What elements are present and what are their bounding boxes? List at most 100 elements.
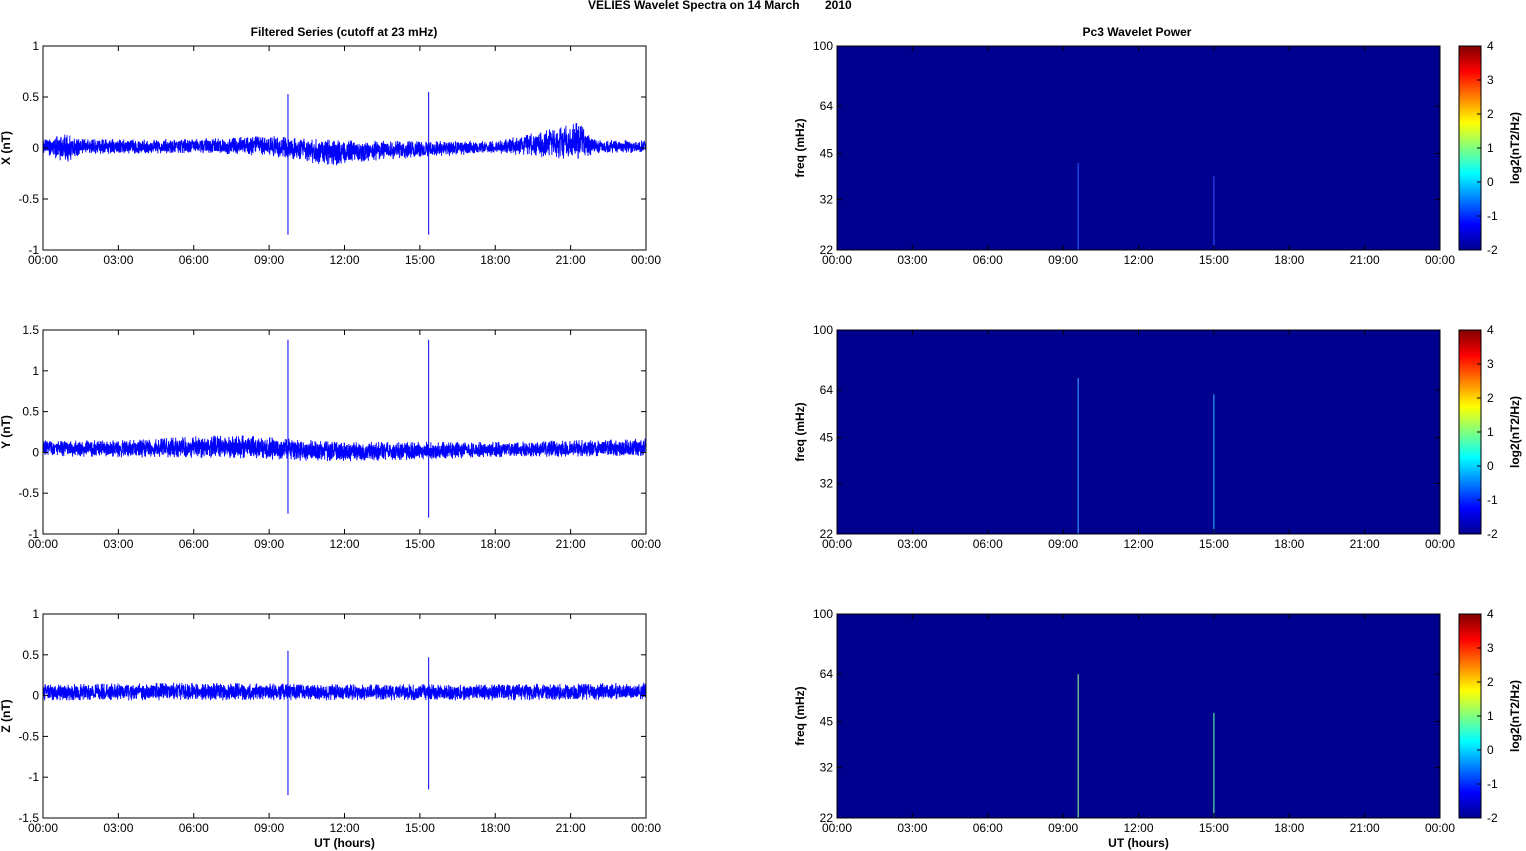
- y-tick-label: 0: [32, 689, 39, 703]
- x-tick-label: 12:00: [329, 821, 359, 835]
- colorbar-tick-label: -2: [1487, 811, 1498, 825]
- colorbar-tick-label: 2: [1487, 107, 1494, 121]
- colorbar-label: log2(nT2/Hz): [1508, 112, 1522, 184]
- colorbar-tick-label: 0: [1487, 175, 1494, 189]
- x-tick-label: 00:00: [28, 537, 58, 551]
- power-background: [837, 46, 1440, 250]
- colorbar: 4 3 2 1 0 -1 -2 log2(nT2/Hz): [1458, 323, 1522, 541]
- y-tick-label: 100: [813, 607, 833, 621]
- series-trace: [42, 435, 647, 462]
- y-tick-label: 32: [820, 193, 834, 207]
- x-tick-label: 00:00: [822, 821, 852, 835]
- panels: 1 0.5 0 -0.5 -1 X (nT) 00:00 03:00 06:00 09:00 12:…: [0, 39, 1522, 850]
- x-tick-label: 06:00: [973, 537, 1003, 551]
- y-tick-label: 0.5: [22, 648, 39, 662]
- x-tick-label: 21:00: [1350, 821, 1380, 835]
- figure-title: VELIES Wavelet Spectra on 14 March: [588, 0, 800, 12]
- x-tick-label: 06:00: [179, 537, 209, 551]
- x-tick-label: 03:00: [897, 253, 927, 267]
- colorbar: 4 3 2 1 0 -1 -2 log2(nT2/Hz): [1458, 39, 1522, 257]
- y-tick-label: -1: [28, 243, 39, 257]
- y-tick-label: 0.5: [22, 90, 39, 104]
- x-tick-label: 00:00: [631, 537, 661, 551]
- x-tick-label: 03:00: [103, 253, 133, 267]
- x-tick-label: 00:00: [822, 537, 852, 551]
- colorbar-tick-label: 1: [1487, 709, 1494, 723]
- x-tick-label: 15:00: [405, 253, 435, 267]
- x-tick-label: 03:00: [103, 821, 133, 835]
- y-axis-label: freq (mHz): [793, 686, 807, 745]
- colorbar-tick-label: 0: [1487, 743, 1494, 757]
- y-tick-label: 32: [820, 761, 834, 775]
- x-tick-label: 21:00: [1350, 537, 1380, 551]
- colorbar-tick-label: 1: [1487, 141, 1494, 155]
- y-tick-label: 1: [32, 607, 39, 621]
- x-tick-label: 18:00: [480, 821, 510, 835]
- colorbar-tick-label: 3: [1487, 357, 1494, 371]
- x-tick-label: 03:00: [897, 821, 927, 835]
- power-background: [837, 330, 1440, 534]
- colorbar-tick-label: 4: [1487, 323, 1494, 337]
- y-tick-label: -0.5: [18, 192, 39, 206]
- colorbar-tick-label: 2: [1487, 675, 1494, 689]
- colorbar-tick-label: -2: [1487, 243, 1498, 257]
- x-tick-label: 00:00: [1425, 537, 1455, 551]
- y-tick-label: 1: [32, 39, 39, 53]
- x-tick-label: 12:00: [329, 253, 359, 267]
- x-tick-label: 15:00: [1199, 537, 1229, 551]
- figure-title-year: 2010: [825, 0, 852, 12]
- x-tick-label: 06:00: [179, 253, 209, 267]
- colorbar-tick-label: 4: [1487, 607, 1494, 621]
- x-tick-label: 18:00: [1274, 821, 1304, 835]
- line-panel-2: 1 0.5 0 -0.5 -1 -1.5 Z (nT) 00:00 03:00 06:00 09:0…: [0, 607, 661, 850]
- x-tick-label: 18:00: [480, 253, 510, 267]
- x-axis-label: UT (hours): [1108, 836, 1169, 850]
- y-tick-label: 0: [32, 141, 39, 155]
- x-tick-label: 18:00: [480, 537, 510, 551]
- power-background: [837, 614, 1440, 818]
- x-tick-label: 21:00: [556, 537, 586, 551]
- y-tick-label: 100: [813, 39, 833, 53]
- series-trace: [42, 123, 647, 166]
- y-tick-label: 0.5: [22, 405, 39, 419]
- x-tick-label: 12:00: [1123, 253, 1153, 267]
- colorbar-tick-label: 4: [1487, 39, 1494, 53]
- x-tick-label: 12:00: [1123, 537, 1153, 551]
- colorbar-tick-label: -1: [1487, 777, 1498, 791]
- x-tick-label: 15:00: [1199, 253, 1229, 267]
- y-axis-label: X (nT): [0, 131, 13, 165]
- plot-area: [43, 330, 646, 534]
- y-axis-label: freq (mHz): [793, 402, 807, 461]
- x-tick-label: 12:00: [1123, 821, 1153, 835]
- y-tick-label: -1: [28, 527, 39, 541]
- right-column-title: Pc3 Wavelet Power: [1083, 25, 1192, 39]
- x-tick-label: 15:00: [405, 821, 435, 835]
- y-tick-label: 1: [32, 364, 39, 378]
- x-tick-label: 09:00: [254, 253, 284, 267]
- colorbar-tick-label: 3: [1487, 73, 1494, 87]
- x-tick-label: 06:00: [179, 821, 209, 835]
- colorbar: 4 3 2 1 0 -1 -2 log2(nT2/Hz): [1458, 607, 1522, 825]
- x-tick-label: 09:00: [1048, 537, 1078, 551]
- x-tick-label: 00:00: [1425, 821, 1455, 835]
- y-tick-label: 100: [813, 323, 833, 337]
- x-tick-label: 09:00: [1048, 821, 1078, 835]
- line-panel-1: 1.5 1 0.5 0 -0.5 -1 Y (nT) 00:00 03:00 06:00 09:00…: [0, 323, 661, 551]
- colorbar-tick-label: 2: [1487, 391, 1494, 405]
- y-tick-label: -0.5: [18, 486, 39, 500]
- x-tick-label: 00:00: [28, 821, 58, 835]
- colorbar-label: log2(nT2/Hz): [1508, 680, 1522, 752]
- colorbar-tick-label: 3: [1487, 641, 1494, 655]
- x-tick-label: 12:00: [329, 537, 359, 551]
- colorbar-tick-label: 0: [1487, 459, 1494, 473]
- y-tick-label: 22: [820, 243, 834, 257]
- x-tick-label: 09:00: [254, 821, 284, 835]
- colorbar-label: log2(nT2/Hz): [1508, 396, 1522, 468]
- x-tick-label: 21:00: [1350, 253, 1380, 267]
- colorbar-tick-label: -1: [1487, 209, 1498, 223]
- y-tick-label: 1.5: [22, 323, 39, 337]
